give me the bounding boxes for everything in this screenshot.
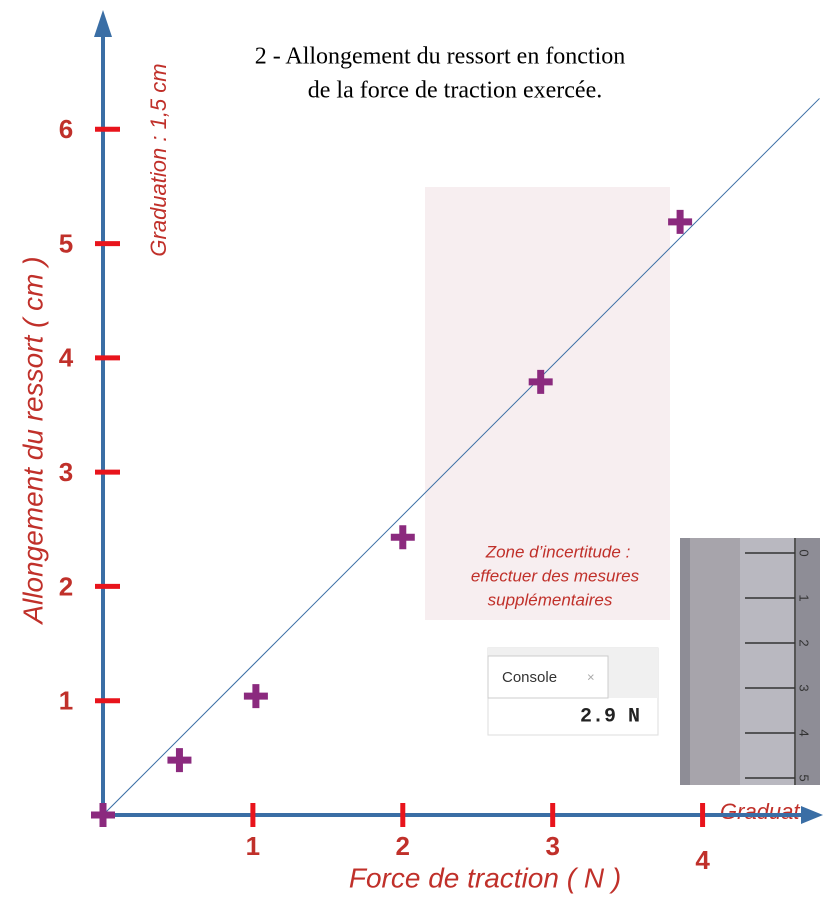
y-tick-label: 4 [59,343,74,373]
ruler-label: 4 [797,729,812,736]
y-tick-label: 1 [59,686,73,716]
console: Console × 2.9 N [488,648,658,735]
y-axis-label: Allongement du ressort ( cm ) [17,256,48,625]
data-point [167,748,191,772]
x-axis-label: Force de traction ( N ) [349,862,621,893]
x-tick-label: 3 [545,831,559,861]
ruler-label: 5 [797,774,812,781]
zone-text: effectuer des mesures [471,566,640,585]
y-tick-label: 5 [59,228,73,258]
chart-title: de la force de traction exercée. [308,78,602,104]
y-tick-label: 6 [59,114,73,144]
spring-photo: 0 1 2 3 4 5 [680,538,820,785]
data-point [391,525,415,549]
x-tick-label: 1 [246,831,260,861]
zone-text: supplémentaires [488,590,613,609]
zone-text: Zone d’incertitude : [485,542,631,561]
x-annotation: Graduat [720,799,800,824]
y-tick-label: 2 [59,571,73,601]
x-axis-arrow [801,806,823,824]
page: 2 - Allongement du ressort en fonction d… [0,0,824,898]
ruler-label: 1 [797,594,812,601]
close-icon[interactable]: × [587,669,595,684]
console-value: 2.9 N [580,705,640,728]
y-tick-label: 3 [59,457,73,487]
chart: 2 - Allongement du ressort en fonction d… [0,0,824,898]
data-point [244,684,268,708]
ruler-label: 3 [797,684,812,691]
x-tick-label: 4 [695,845,710,875]
ruler-label: 2 [797,639,812,646]
y-axis-arrow [94,10,112,37]
x-tick-label: 2 [396,831,410,861]
data-point [668,210,692,234]
chart-title: 2 - Allongement du ressort en fonction [255,44,626,70]
ruler-label: 0 [797,549,812,556]
console-tab[interactable]: Console [502,669,557,686]
y-annotation: Graduation : 1,5 cm [146,63,171,256]
